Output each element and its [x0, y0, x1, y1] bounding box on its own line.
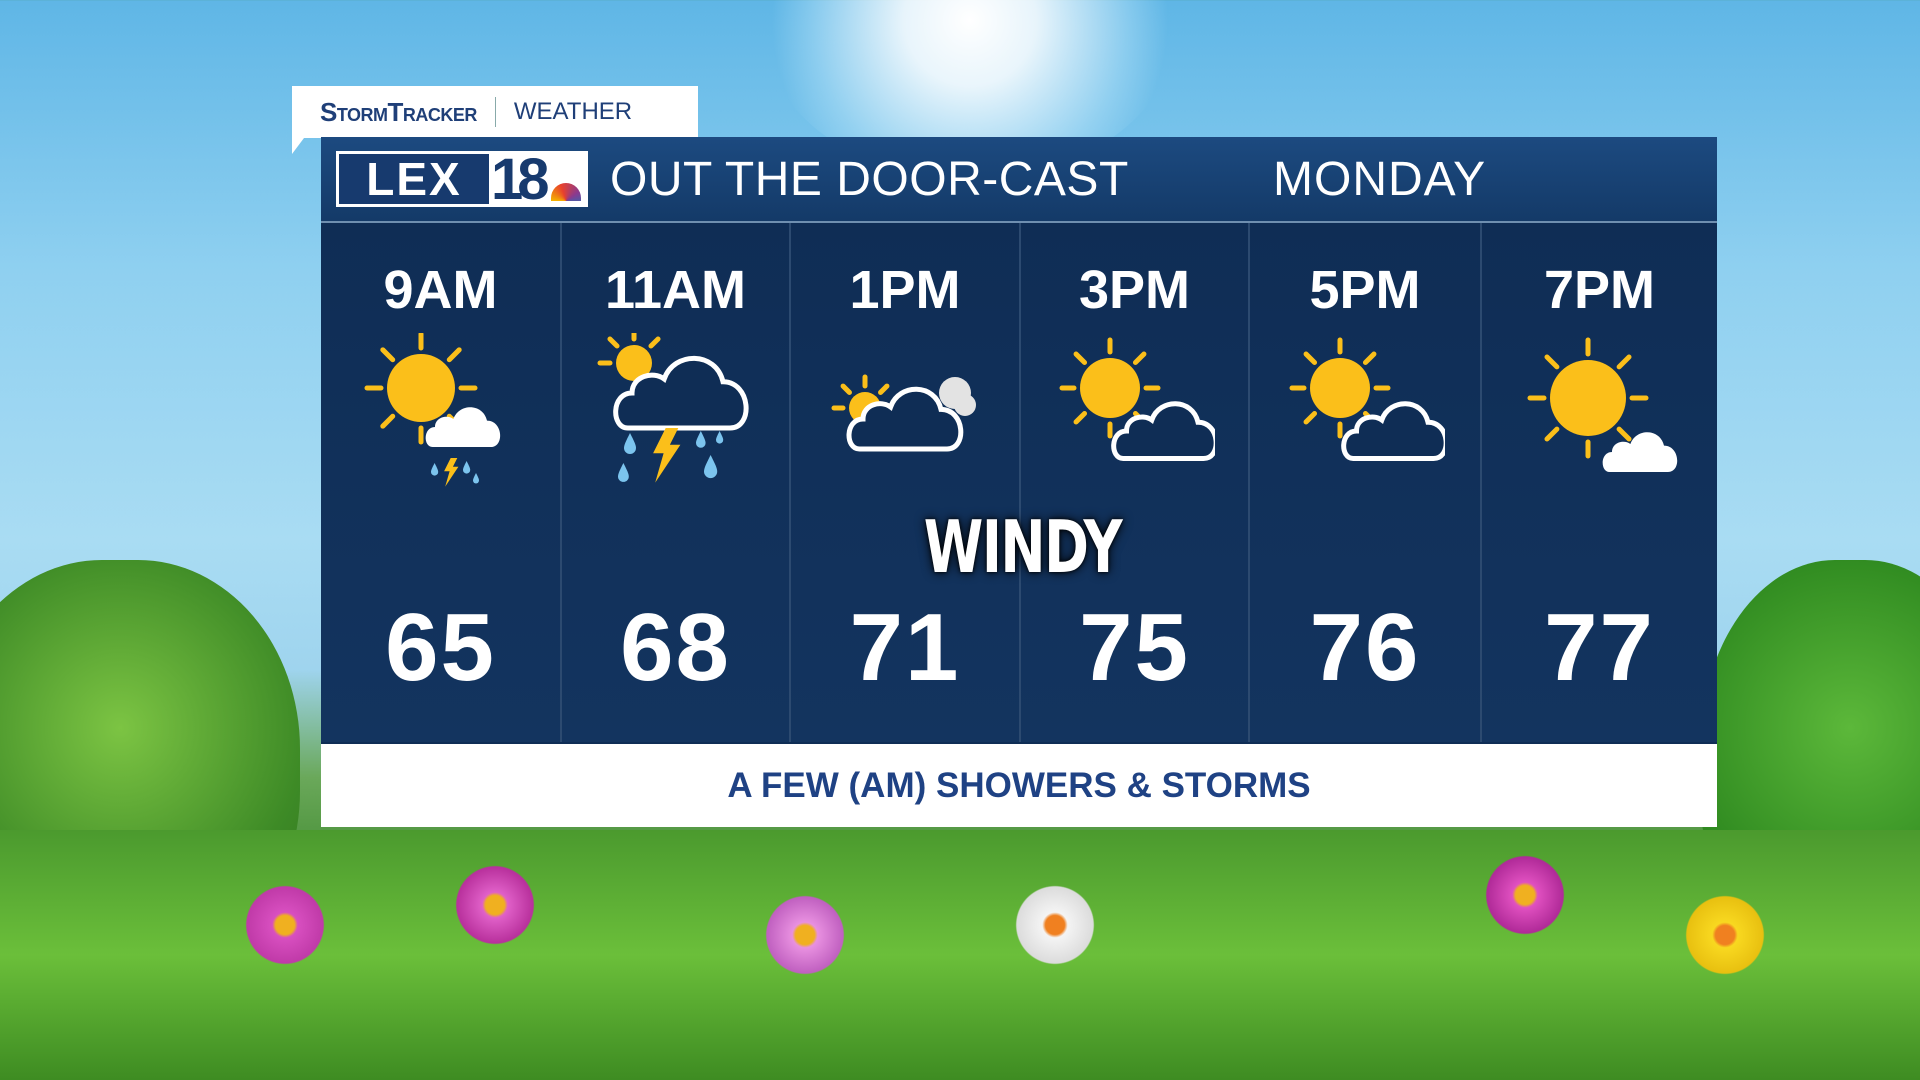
sun-ray	[1362, 351, 1377, 366]
forecast-time: 5PM	[1309, 260, 1421, 320]
flower	[1680, 890, 1770, 980]
logo-18: 18	[491, 146, 549, 212]
forecast-temperature: 75	[1079, 594, 1190, 701]
sun-ray	[1303, 351, 1318, 366]
partly-cloudy-icon	[1059, 337, 1215, 461]
sun-disc	[1310, 358, 1370, 418]
cloud-shape	[1110, 401, 1215, 461]
sun-ray	[1543, 426, 1559, 442]
lightning-bolt	[443, 458, 458, 487]
partly-cloudy-icon	[1289, 337, 1445, 461]
sun-ray	[1616, 426, 1632, 442]
forecast-time: 7PM	[1543, 260, 1656, 320]
sun-ray	[1073, 351, 1087, 366]
rain-drop	[703, 455, 717, 479]
sun-ray	[446, 347, 462, 363]
sun-ray	[606, 336, 620, 349]
sun-ray	[1073, 410, 1087, 425]
page-title: OUT THE DOOR-CAST	[610, 152, 1129, 206]
summary-bar: A FEW (AM) SHOWERS & STORMS	[321, 744, 1717, 827]
cloud-shape	[612, 355, 748, 431]
sun-ray	[878, 383, 890, 395]
sun-ray	[1303, 410, 1318, 425]
rain-drop	[462, 461, 470, 474]
summary-text: A FEW (AM) SHOWERS & STORMS	[727, 765, 1311, 805]
flower	[240, 880, 330, 970]
lex18-logo: LEX 18	[336, 147, 588, 212]
flower	[1480, 850, 1570, 940]
sun-ray	[647, 336, 661, 349]
flower	[450, 860, 540, 950]
lightning-bolt	[652, 428, 680, 483]
mostly-cloudy-icon	[831, 374, 976, 452]
cloud-shape	[1341, 401, 1445, 461]
forecast-temperature: 68	[620, 594, 731, 701]
day-label: MONDAY	[1273, 152, 1487, 206]
sun-ray	[379, 413, 395, 429]
gray-cloud	[954, 394, 976, 416]
mostly-sunny-icon	[1527, 337, 1677, 472]
sun-with-storm-cloud-icon	[364, 333, 500, 487]
sun-disc	[615, 345, 652, 381]
forecast-temperature: 77	[1544, 594, 1655, 701]
rain-drop	[617, 463, 629, 482]
forecast-column-7pm: 7PM 77	[1482, 223, 1717, 742]
weather-label: WEATHER	[513, 98, 633, 125]
panel-header: LEX 18 OUT THE DOOR-CAST MONDAY	[321, 137, 1717, 223]
stormtracker-weather-tab: StormTracker WEATHER	[292, 86, 698, 154]
sun-disc	[1549, 360, 1626, 436]
cloud-shape	[1602, 432, 1677, 472]
rain-drop	[715, 431, 723, 444]
windy-annotation: WINDY	[923, 505, 1123, 589]
sun-ray	[840, 383, 852, 395]
forecast-temperature: 65	[385, 594, 496, 701]
forecast-time: 3PM	[1078, 260, 1191, 320]
nbc-peacock-icon	[551, 183, 581, 201]
sun-disc	[1079, 358, 1140, 418]
rain-drop	[430, 463, 438, 476]
forecast-temperature: 76	[1309, 594, 1421, 701]
forecast-column-9am: 9AM 65	[321, 223, 562, 742]
divider	[494, 97, 496, 127]
forecast-time: 1PM	[849, 260, 961, 320]
forecast-column-11am: 11AM 68	[562, 223, 791, 742]
flower	[1010, 880, 1100, 970]
flower	[760, 890, 850, 980]
cloud-shape	[425, 407, 500, 447]
forecast-time: 9AM	[383, 260, 498, 320]
forecast-temperature: 71	[849, 594, 961, 701]
forecast-time: 11AM	[604, 260, 747, 320]
thunderstorm-rain-icon	[597, 333, 748, 483]
forecast-column-1pm: 1PM 71	[791, 223, 1021, 742]
forecast-columns: 9AM 65 11AM 68 1PM 71 3PM 75 5PM 76 7PM 77	[321, 223, 1717, 742]
grass-background	[0, 830, 1920, 1080]
rain-drop	[695, 431, 706, 448]
logo-lex: LEX	[339, 153, 489, 205]
sun-disc	[386, 354, 455, 422]
forecast-column-3pm: 3PM 75	[1021, 223, 1250, 742]
sun-ray	[1132, 351, 1146, 366]
stormtracker-brand: StormTracker	[320, 96, 477, 127]
rain-drop	[472, 473, 479, 484]
forecast-column-5pm: 5PM 76	[1250, 223, 1482, 742]
sun-ray	[1543, 354, 1559, 370]
sun-ray	[379, 347, 395, 363]
forecast-panel: LEX 18 OUT THE DOOR-CAST MONDAY 9AM 65 11…	[321, 137, 1717, 744]
cloud-shape	[846, 386, 964, 452]
sun-ray	[1616, 354, 1632, 370]
rain-drop	[623, 433, 636, 454]
